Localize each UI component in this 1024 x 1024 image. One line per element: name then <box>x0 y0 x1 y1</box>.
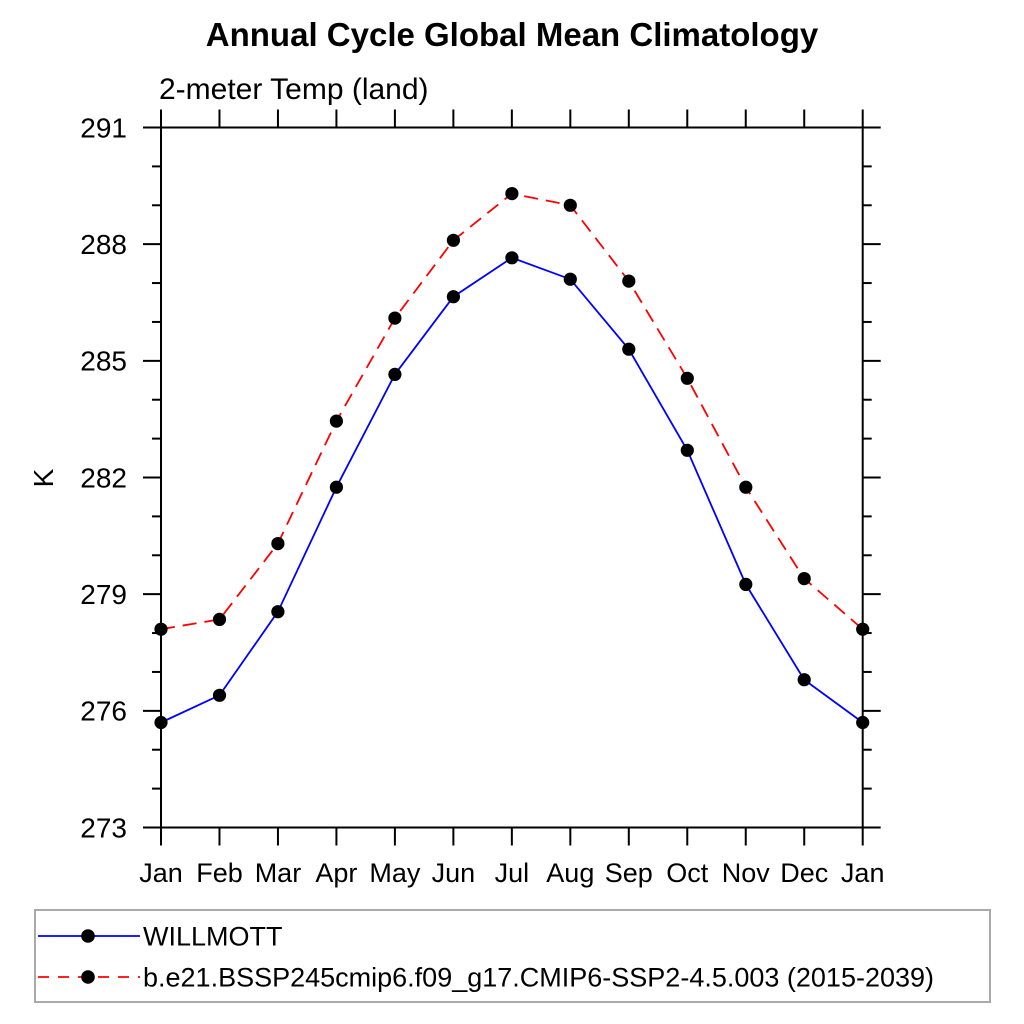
x-tick-label: Jul <box>495 858 530 888</box>
data-point-marker <box>563 198 577 212</box>
data-point-marker <box>271 537 285 551</box>
x-tick-label: Dec <box>780 858 828 888</box>
data-point-marker <box>212 612 227 627</box>
y-axis-ticks: 273 276 279 282 285 288 291 <box>80 112 881 843</box>
legend-frame <box>34 909 991 1003</box>
data-point-marker <box>446 233 460 247</box>
x-axis-ticks: Jan Feb Mar Apr May Jun Jul Aug Sep Oct Nov Dec Jan <box>139 109 885 888</box>
y-tick-label: 279 <box>80 579 127 610</box>
x-tick-label: May <box>369 858 421 888</box>
data-point-marker <box>739 577 753 592</box>
x-tick-label: Aug <box>546 858 594 888</box>
data-point-marker <box>680 443 694 457</box>
data-point-marker <box>329 414 343 428</box>
data-point-marker <box>505 187 519 201</box>
data-point-marker <box>388 311 402 325</box>
y-tick-label: 285 <box>80 346 127 377</box>
series-line-solid <box>160 256 864 724</box>
data-point-marker <box>856 622 870 636</box>
y-tick-label: 273 <box>80 812 127 843</box>
legend-label-model: b.e21.BSSP245cmip6.f09_g17.CMIP6-SSP2-4.… <box>143 962 934 992</box>
y-tick-label: 288 <box>80 229 127 260</box>
x-tick-label: Jan <box>841 858 885 888</box>
series-group <box>154 187 870 730</box>
y-tick-label: 291 <box>80 112 127 143</box>
data-point-marker <box>154 622 168 636</box>
chart-subtitle: 2-meter Temp (land) <box>159 73 429 106</box>
legend-sample-marker <box>81 929 95 943</box>
data-point-marker <box>505 251 519 265</box>
data-point-marker <box>797 572 811 586</box>
legend-samples <box>38 929 140 984</box>
x-tick-label: Apr <box>315 858 357 888</box>
y-axis-label: K <box>28 468 59 487</box>
data-point-marker <box>329 480 343 494</box>
y-tick-label: 282 <box>80 462 127 493</box>
data-point-marker <box>680 371 694 385</box>
data-point-marker <box>622 342 636 356</box>
data-point-marker <box>154 715 168 730</box>
data-point-marker <box>212 688 227 702</box>
x-tick-label: Oct <box>666 858 709 888</box>
data-point-marker <box>739 480 753 494</box>
data-point-marker <box>622 274 636 288</box>
y-tick-label: 276 <box>80 696 127 727</box>
data-point-marker <box>271 605 285 619</box>
x-tick-label: Mar <box>255 858 302 888</box>
x-tick-label: Sep <box>605 858 653 888</box>
data-point-marker <box>446 290 460 304</box>
data-point-marker <box>388 367 402 381</box>
plot-frame <box>160 126 864 829</box>
data-point-marker <box>856 715 870 730</box>
data-point-marker <box>563 272 577 286</box>
data-point-marker <box>797 673 811 687</box>
x-tick-label: Nov <box>722 858 771 888</box>
legend-sample-marker <box>81 970 95 984</box>
legend-label-willmott: WILLMOTT <box>143 921 283 951</box>
x-tick-label: Jan <box>139 858 183 888</box>
legend-box: WILLMOTT b.e21.BSSP245cmip6.f09_g17.CMIP… <box>34 909 991 1003</box>
x-tick-label: Feb <box>196 858 243 888</box>
chart-title: Annual Cycle Global Mean Climatology <box>206 16 819 53</box>
x-tick-label: Jun <box>432 858 476 888</box>
